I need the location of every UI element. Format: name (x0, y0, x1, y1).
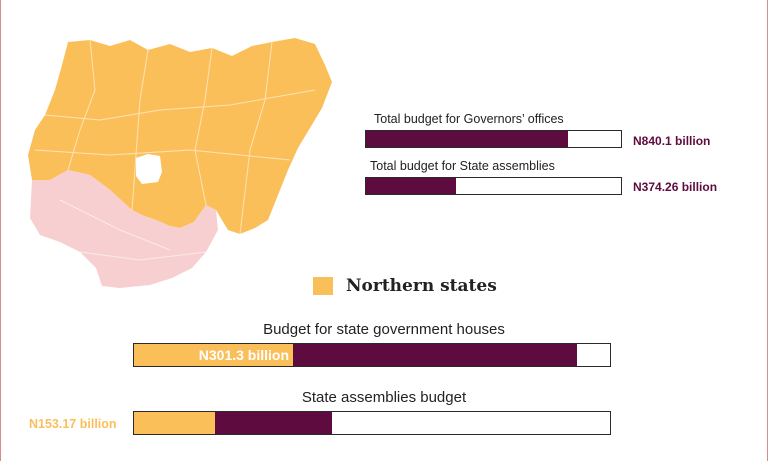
legend-northern-label: Northern states (346, 276, 497, 296)
government-houses-northern-value: N301.3 billion (198, 347, 290, 363)
government-houses-northern-bar (134, 344, 294, 366)
assemblies-budget-northern-bar (134, 412, 215, 434)
government-houses-bar-track: N301.3 billion (133, 343, 611, 367)
government-houses-other-bar (293, 344, 578, 366)
assemblies-budget-northern-value: N153.17 billion (29, 417, 117, 431)
fct-hole (136, 154, 162, 184)
northern-region (28, 38, 332, 234)
state-assemblies-bar-track (365, 177, 622, 195)
state-borders (34, 39, 316, 261)
legend-northern-swatch (313, 277, 333, 295)
government-houses-title: Budget for state government houses (263, 321, 505, 338)
assemblies-budget-bar-track (133, 411, 611, 435)
assemblies-budget-other-bar (214, 412, 332, 434)
nigeria-map-icon (28, 38, 332, 288)
governors-offices-value: N840.1 billion (633, 134, 711, 148)
governors-offices-bar-track (365, 130, 622, 148)
state-assemblies-bar (366, 178, 457, 194)
state-assemblies-label: Total budget for State assemblies (370, 159, 555, 173)
assemblies-budget-title: State assemblies budget (301, 389, 467, 406)
southern-region (30, 170, 218, 288)
governors-offices-bar (366, 131, 569, 147)
state-assemblies-value: N374.26 billion (633, 180, 718, 194)
left-edge-line (0, 0, 1, 461)
governors-offices-label: Total budget for Governors’ offices (374, 112, 564, 126)
